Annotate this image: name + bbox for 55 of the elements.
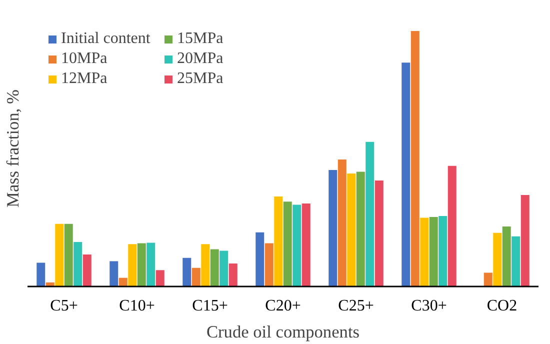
bar xyxy=(128,244,137,286)
x-tick-label: C20+ xyxy=(265,298,301,314)
bar xyxy=(484,272,492,286)
legend-label: Initial content xyxy=(61,30,152,48)
x-tick-label: C10+ xyxy=(119,298,155,314)
bar xyxy=(264,243,274,286)
bar xyxy=(192,268,200,286)
bar xyxy=(347,174,356,286)
bar xyxy=(410,30,420,286)
x-tick-label: C30+ xyxy=(411,298,447,314)
y-axis-title: Mass fraction, % xyxy=(4,90,22,208)
bar xyxy=(402,62,410,286)
bar xyxy=(429,216,438,286)
bar xyxy=(64,224,73,286)
legend-label: 10MPa xyxy=(61,50,108,68)
bar xyxy=(210,249,219,286)
bar xyxy=(438,216,448,286)
bar xyxy=(520,195,530,286)
bar xyxy=(74,242,82,286)
bar xyxy=(366,142,374,286)
bar xyxy=(156,270,164,286)
bar xyxy=(338,159,346,286)
bar xyxy=(328,170,338,286)
x-tick-label: C5+ xyxy=(50,298,78,314)
bar xyxy=(55,224,64,286)
bar xyxy=(228,264,238,286)
bar xyxy=(512,236,520,286)
bar xyxy=(182,258,192,286)
bar xyxy=(448,166,456,286)
bar xyxy=(36,262,46,286)
bar xyxy=(137,243,146,286)
bar xyxy=(292,204,302,286)
bar xyxy=(302,203,310,286)
bar xyxy=(146,242,156,286)
x-tick-label: C25+ xyxy=(338,298,374,314)
bar xyxy=(118,278,128,286)
bar xyxy=(220,250,228,286)
bar xyxy=(374,180,384,286)
legend-label: 20MPa xyxy=(177,50,224,68)
bar xyxy=(256,232,264,286)
bar xyxy=(420,218,429,286)
bar xyxy=(502,226,511,286)
bar xyxy=(110,261,118,286)
x-axis-title: Crude oil components xyxy=(206,322,360,342)
legend-label: 25MPa xyxy=(177,70,224,88)
x-tick-label: C15+ xyxy=(192,298,228,314)
bar xyxy=(493,232,502,286)
legend-label: 12MPa xyxy=(61,70,108,88)
x-tick-label: CO2 xyxy=(486,298,518,314)
bar xyxy=(82,254,92,286)
bar xyxy=(356,172,365,286)
bar xyxy=(283,202,292,286)
legend-label: 15MPa xyxy=(177,30,224,48)
bar xyxy=(274,196,283,286)
bar xyxy=(201,244,210,286)
